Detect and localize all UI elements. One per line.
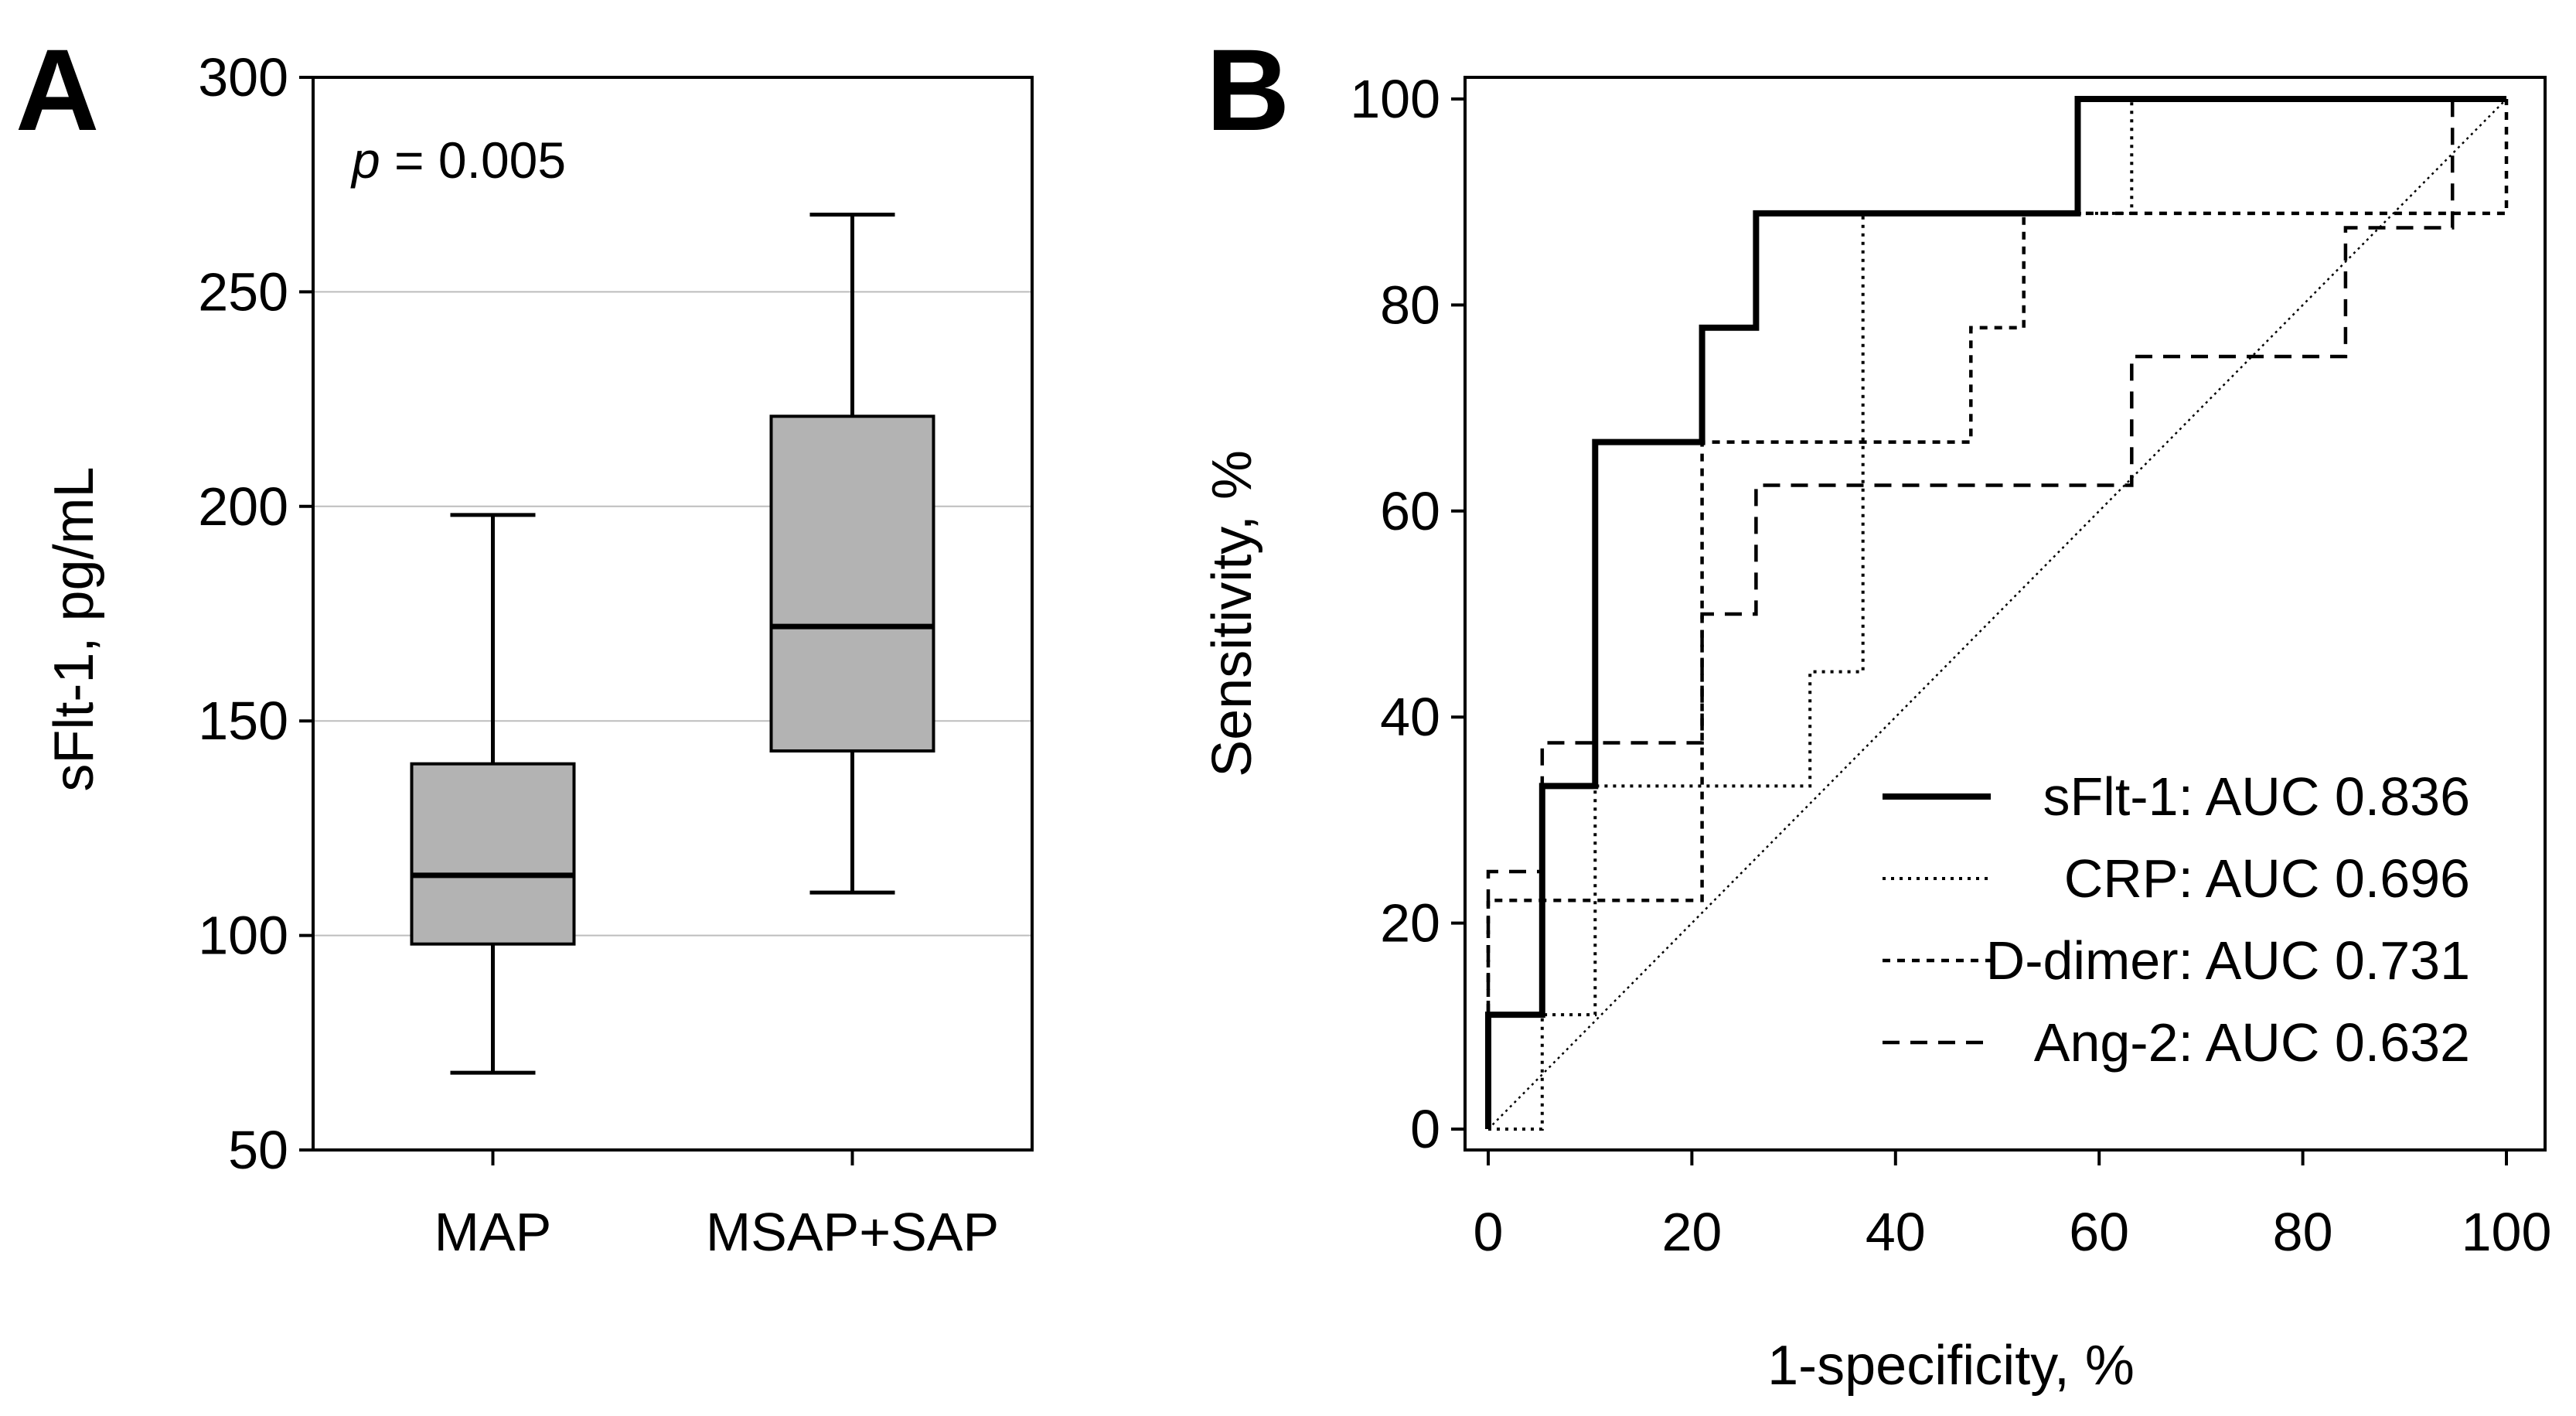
y-tick-label: 200 [198, 476, 288, 537]
panel-a-boxes [410, 213, 935, 1075]
y-tick-label: 40 [1380, 687, 1440, 747]
y-tick-label: 50 [228, 1120, 288, 1180]
roc-line-sflt-1 [1485, 96, 2506, 1129]
x-tick-label: 20 [1661, 1202, 1722, 1262]
y-tick-label: 150 [198, 691, 288, 751]
panel-b-letter: B [1206, 25, 1290, 155]
p-symbol: p [350, 131, 380, 189]
y-tick-label: 0 [1410, 1099, 1440, 1159]
panel-b-y-ticks: 0 20 40 60 80 100 [1350, 69, 1465, 1159]
y-tick-label: 80 [1380, 275, 1440, 335]
legend-label: D-dimer: AUC 0.731 [1986, 930, 2470, 991]
y-tick-label: 250 [198, 261, 288, 322]
y-tick-label: 60 [1380, 481, 1440, 541]
y-tick-label: 100 [198, 906, 288, 966]
roc-line-reference [1487, 98, 2507, 1130]
x-tick-label: MAP [434, 1202, 552, 1262]
panel-b-roc-curves [1485, 96, 2509, 1131]
x-tick-label: 80 [2273, 1202, 2333, 1262]
roc-line-crp [1488, 97, 2506, 1131]
x-tick-label: 0 [1474, 1202, 1504, 1262]
legend-label: Ang-2: AUC 0.632 [2034, 1012, 2470, 1073]
p-value-text: = 0.005 [380, 131, 566, 189]
panel-b: B 0 20 40 60 80 100 0 20 40 60 80 100 Sensitivity,… [1201, 25, 2551, 1397]
panel-a-letter: A [15, 25, 99, 155]
x-tick-label: 100 [2462, 1202, 2552, 1262]
box-map [410, 513, 576, 1075]
legend-label: CRP: AUC 0.696 [2064, 848, 2470, 909]
y-tick-label: 300 [198, 47, 288, 107]
panel-b-plot-frame [1463, 76, 2547, 1152]
panel-b-y-axis-label: Sensitivity, % [1201, 450, 1263, 777]
p-value-annotation: p = 0.005 [350, 131, 566, 189]
x-tick-label: 40 [1866, 1202, 1926, 1262]
iqr-box [410, 762, 576, 946]
panel-a: A 50 100 150 200 250 300 MAP MSAP+SAP sFlt-1, … [15, 25, 1034, 1262]
y-tick-label: 20 [1380, 893, 1440, 954]
panel-a-y-axis-label: sFlt-1, pg/mL [43, 466, 105, 791]
panel-a-plot-frame [312, 76, 1034, 1152]
panel-b-legend: sFlt-1: AUC 0.836 CRP: AUC 0.696 D-dimer: … [1883, 766, 2470, 1073]
panel-a-y-ticks: 50 100 150 200 250 300 [198, 47, 313, 1180]
x-tick-label: 60 [2069, 1202, 2129, 1262]
legend-label: sFlt-1: AUC 0.836 [2043, 766, 2470, 827]
y-tick-label: 100 [1350, 69, 1440, 129]
panel-a-x-ticks: MAP MSAP+SAP [434, 1150, 999, 1262]
x-tick-label: MSAP+SAP [706, 1202, 999, 1262]
panel-b-x-axis-label: 1-specificity, % [1767, 1335, 2135, 1397]
panel-b-x-ticks: 0 20 40 60 80 100 [1474, 1150, 2552, 1262]
iqr-box [769, 415, 935, 753]
box-msap-sap [769, 213, 935, 895]
